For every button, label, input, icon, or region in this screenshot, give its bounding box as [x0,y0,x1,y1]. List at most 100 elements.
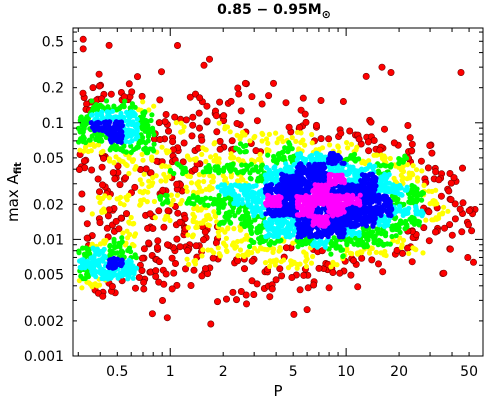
data-point [173,281,181,289]
data-point [79,45,87,53]
data-point [127,220,133,226]
data-point [253,280,261,288]
data-point [458,228,466,236]
data-point [225,185,231,191]
data-point [249,230,255,236]
data-point [235,201,241,208]
data-point [93,251,99,257]
data-point [294,151,301,157]
data-point [139,181,145,187]
data-point [389,188,395,194]
data-point [140,285,148,293]
data-point [392,216,398,222]
data-point [237,227,243,233]
data-point [216,233,222,239]
data-point [409,219,415,225]
data-point [94,175,102,183]
data-point [231,240,237,246]
data-point [347,193,353,199]
data-point [465,207,473,215]
data-point [112,131,118,137]
data-point [117,115,123,121]
data-point [241,185,247,191]
data-point [366,162,373,168]
data-point [397,203,403,209]
data-point [189,234,196,240]
data-point [333,223,340,229]
data-point [400,237,407,243]
data-point [158,178,164,184]
data-point [234,132,240,138]
data-point [326,208,332,215]
data-point [336,167,342,173]
data-point [344,140,350,146]
data-point [93,102,99,108]
data-point [98,163,106,171]
data-point [239,197,245,203]
data-point [301,176,307,182]
data-point [394,225,400,231]
x-tick-label: 2 [219,364,228,380]
data-point [265,152,271,158]
data-point [420,250,426,256]
data-point [194,224,200,230]
data-point [328,230,334,236]
data-point [81,148,87,154]
data-point [355,170,361,177]
data-point [348,220,354,227]
data-point [247,138,253,144]
data-point [383,233,389,239]
data-point [134,73,142,81]
data-point [312,121,320,129]
data-point [289,135,295,141]
data-point [290,206,296,212]
data-point [168,254,176,262]
data-point [361,167,368,173]
data-point [174,209,182,217]
data-point [190,266,198,274]
data-point [172,259,180,267]
data-point [279,134,285,140]
data-point [252,217,258,223]
data-point [105,115,111,121]
chart-title-sun-symbol: ⊙ [322,8,331,21]
data-point [419,213,425,219]
data-point [129,269,135,275]
data-point [127,114,134,120]
data-point [287,212,293,218]
data-point [239,200,245,206]
data-point [186,93,194,101]
data-point [344,246,350,252]
data-point [155,207,163,215]
data-point [80,157,88,165]
data-point [140,278,148,286]
data-point [318,161,324,167]
data-point [159,144,165,150]
data-point [414,178,421,184]
data-point [174,41,182,49]
data-point [300,271,308,279]
data-point [161,171,167,177]
data-point [398,249,406,257]
data-point [347,250,353,256]
data-point [150,129,156,135]
data-point [468,227,476,235]
data-point [344,217,350,223]
data-point [384,208,390,214]
data-point [320,168,326,174]
data-point [112,146,118,152]
data-point [278,237,284,243]
data-point [254,229,260,235]
data-point [117,136,123,143]
data-point [92,271,98,277]
data-point [148,117,154,124]
data-point [299,94,307,102]
data-point [374,195,380,201]
data-point [251,167,257,173]
data-point [207,320,215,328]
data-point [158,68,166,76]
data-point [122,174,130,182]
data-point [395,190,401,196]
svg-text:0.85 − 0.95M⊙: 0.85 − 0.95M⊙ [217,2,331,21]
data-point [376,146,384,154]
